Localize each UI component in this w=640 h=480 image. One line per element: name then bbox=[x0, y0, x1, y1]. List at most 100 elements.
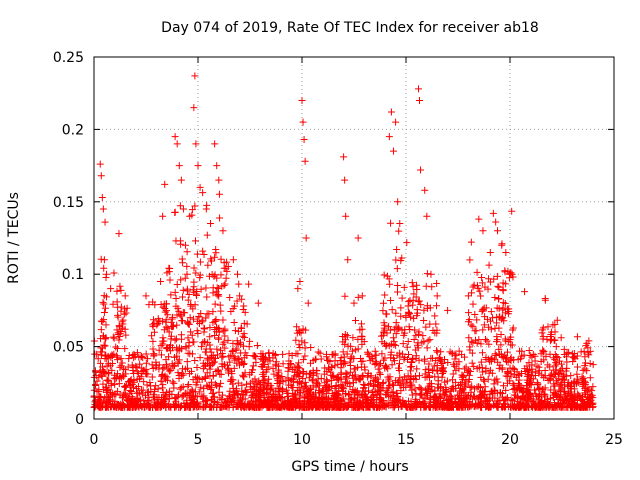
data-point bbox=[404, 302, 412, 310]
data-point bbox=[113, 298, 121, 306]
data-point bbox=[298, 337, 306, 345]
data-points bbox=[90, 72, 597, 411]
data-point bbox=[467, 338, 475, 346]
data-point bbox=[199, 189, 207, 197]
data-point bbox=[374, 388, 382, 396]
data-point bbox=[184, 382, 192, 390]
data-point bbox=[525, 403, 533, 411]
data-point bbox=[485, 275, 493, 283]
data-point bbox=[151, 385, 159, 393]
data-point bbox=[161, 180, 169, 188]
data-point bbox=[319, 394, 327, 402]
data-point bbox=[274, 391, 282, 399]
data-point bbox=[97, 335, 105, 343]
data-point bbox=[97, 172, 105, 180]
data-point bbox=[228, 394, 236, 402]
data-point bbox=[550, 382, 558, 390]
data-point bbox=[426, 336, 434, 344]
data-point bbox=[101, 351, 109, 359]
data-point bbox=[480, 321, 488, 329]
data-point bbox=[421, 373, 429, 381]
data-point bbox=[351, 365, 359, 373]
data-point bbox=[387, 348, 395, 356]
data-point bbox=[211, 300, 219, 308]
data-point bbox=[416, 96, 424, 104]
data-point bbox=[570, 396, 578, 404]
data-point bbox=[526, 351, 534, 359]
data-point bbox=[531, 357, 539, 365]
data-point bbox=[159, 334, 167, 342]
y-tick-label: 0 bbox=[75, 412, 84, 428]
data-point bbox=[205, 310, 213, 318]
data-point bbox=[164, 324, 172, 332]
data-point bbox=[414, 298, 422, 306]
data-point bbox=[150, 351, 158, 359]
data-point bbox=[214, 367, 222, 375]
data-point bbox=[483, 337, 491, 345]
data-point bbox=[415, 328, 423, 336]
data-point bbox=[130, 370, 138, 378]
data-point bbox=[409, 301, 417, 309]
data-point bbox=[553, 316, 561, 324]
data-point bbox=[589, 361, 597, 369]
data-point bbox=[469, 300, 477, 308]
data-point bbox=[414, 85, 422, 93]
data-point bbox=[392, 330, 400, 338]
data-point bbox=[498, 365, 506, 373]
data-point bbox=[91, 367, 99, 375]
data-point bbox=[550, 336, 558, 344]
data-point bbox=[184, 319, 192, 327]
data-point bbox=[343, 350, 351, 358]
data-point bbox=[158, 394, 166, 402]
data-point bbox=[219, 227, 227, 235]
data-point bbox=[365, 380, 373, 388]
data-point bbox=[239, 371, 247, 379]
data-point bbox=[171, 133, 179, 141]
data-point bbox=[299, 325, 307, 333]
data-point bbox=[410, 335, 418, 343]
data-point bbox=[426, 320, 434, 328]
data-point bbox=[573, 363, 581, 371]
data-point bbox=[479, 227, 487, 235]
data-point bbox=[449, 370, 457, 378]
data-point bbox=[423, 344, 431, 352]
data-point bbox=[150, 328, 158, 336]
data-point bbox=[181, 274, 189, 282]
data-point bbox=[468, 349, 476, 357]
data-point bbox=[308, 376, 316, 384]
data-point bbox=[507, 269, 515, 277]
data-point bbox=[397, 257, 405, 265]
data-point bbox=[96, 359, 104, 367]
data-point bbox=[367, 372, 375, 380]
data-point bbox=[552, 359, 560, 367]
data-point bbox=[232, 345, 240, 353]
data-point bbox=[157, 377, 165, 385]
data-point bbox=[449, 360, 457, 368]
data-point bbox=[406, 296, 414, 304]
data-point bbox=[215, 190, 223, 198]
data-point bbox=[213, 345, 221, 353]
data-point bbox=[114, 387, 122, 395]
data-point bbox=[372, 359, 380, 367]
data-point bbox=[588, 391, 596, 399]
data-point bbox=[382, 310, 390, 318]
data-point bbox=[213, 162, 221, 170]
data-point bbox=[395, 366, 403, 374]
data-point bbox=[192, 381, 200, 389]
data-point bbox=[494, 282, 502, 290]
data-point bbox=[290, 375, 298, 383]
data-point bbox=[193, 374, 201, 382]
data-point bbox=[114, 370, 122, 378]
data-point bbox=[162, 396, 170, 404]
data-point bbox=[145, 301, 153, 309]
data-point bbox=[215, 383, 223, 391]
data-point bbox=[189, 305, 197, 313]
data-point bbox=[307, 344, 315, 352]
data-point bbox=[369, 382, 377, 390]
data-point bbox=[358, 333, 366, 341]
data-point bbox=[385, 377, 393, 385]
data-point bbox=[381, 291, 389, 299]
data-point bbox=[233, 297, 241, 305]
data-point bbox=[216, 370, 224, 378]
data-point bbox=[248, 392, 256, 400]
